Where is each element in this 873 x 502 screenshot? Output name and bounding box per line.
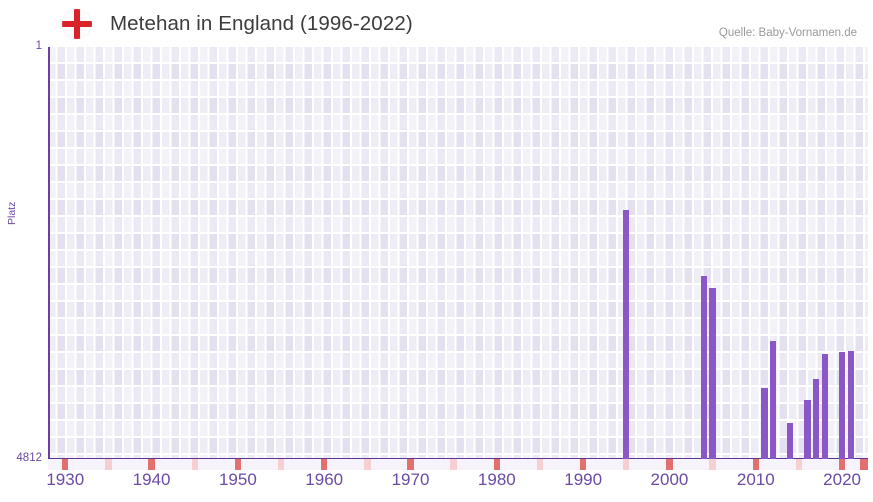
x-tick-major	[860, 459, 868, 470]
page-title: Metehan in England (1996-2022)	[110, 12, 413, 35]
x-tick-label: 2010	[736, 470, 775, 489]
bar	[769, 340, 777, 459]
x-tick-major	[579, 459, 587, 470]
source-attribution: Quelle: Baby-Vornamen.de	[718, 27, 857, 39]
x-tick-major	[752, 459, 759, 470]
bar-series	[48, 47, 868, 459]
x-tick-label: 2000	[650, 470, 689, 489]
bar	[787, 422, 794, 459]
x-tick-strip	[48, 459, 868, 470]
x-tick-label: 1940	[132, 470, 171, 489]
bar	[709, 288, 716, 459]
x-tick-minor	[105, 459, 112, 470]
y-axis-title: Platz	[6, 201, 18, 225]
bar	[813, 379, 820, 459]
y-axis-line	[48, 47, 50, 460]
x-tick-label: 1930	[46, 470, 85, 489]
x-tick-major	[666, 459, 673, 470]
x-tick-label: 1990	[564, 470, 603, 489]
plot-area	[48, 47, 868, 460]
x-tick-minor	[623, 459, 630, 470]
x-tick-major	[407, 459, 414, 470]
y-axis: Platz 1 4812	[0, 0, 48, 502]
x-tick-label: 2020	[823, 470, 862, 489]
bar	[623, 209, 630, 459]
x-tick-minor	[709, 459, 716, 470]
x-tick-label: 1960	[305, 470, 344, 489]
y-tick-label: 1	[35, 40, 42, 52]
x-tick-minor	[795, 459, 803, 470]
bar	[700, 275, 708, 459]
england-flag-icon	[62, 9, 92, 39]
x-tick-major	[838, 459, 846, 470]
x-tick-label: 1950	[218, 470, 257, 489]
bar	[821, 353, 829, 459]
y-tick-label: 4812	[16, 452, 42, 464]
flag-cross-horizontal	[62, 21, 92, 27]
x-tick-label: 1980	[477, 470, 516, 489]
x-tick-major	[148, 459, 155, 470]
chart-header: Metehan in England (1996-2022) Quelle: B…	[0, 0, 873, 44]
x-tick-major	[493, 459, 501, 470]
bar	[847, 350, 854, 459]
x-tick-minor	[191, 459, 198, 470]
bar	[761, 387, 768, 459]
x-tick-major	[321, 459, 328, 470]
bar	[804, 399, 811, 459]
x-tick-minor	[277, 459, 285, 470]
x-tick-label: 1970	[391, 470, 430, 489]
x-tick-minor	[450, 459, 457, 470]
x-tick-minor	[536, 459, 544, 470]
bar	[838, 351, 846, 459]
x-tick-major	[62, 459, 69, 470]
x-tick-minor	[364, 459, 371, 470]
x-tick-major	[234, 459, 242, 470]
x-axis-labels: 1930 1940 1950 1960 1970 1980 1990 2000 2010 2020	[0, 470, 873, 500]
